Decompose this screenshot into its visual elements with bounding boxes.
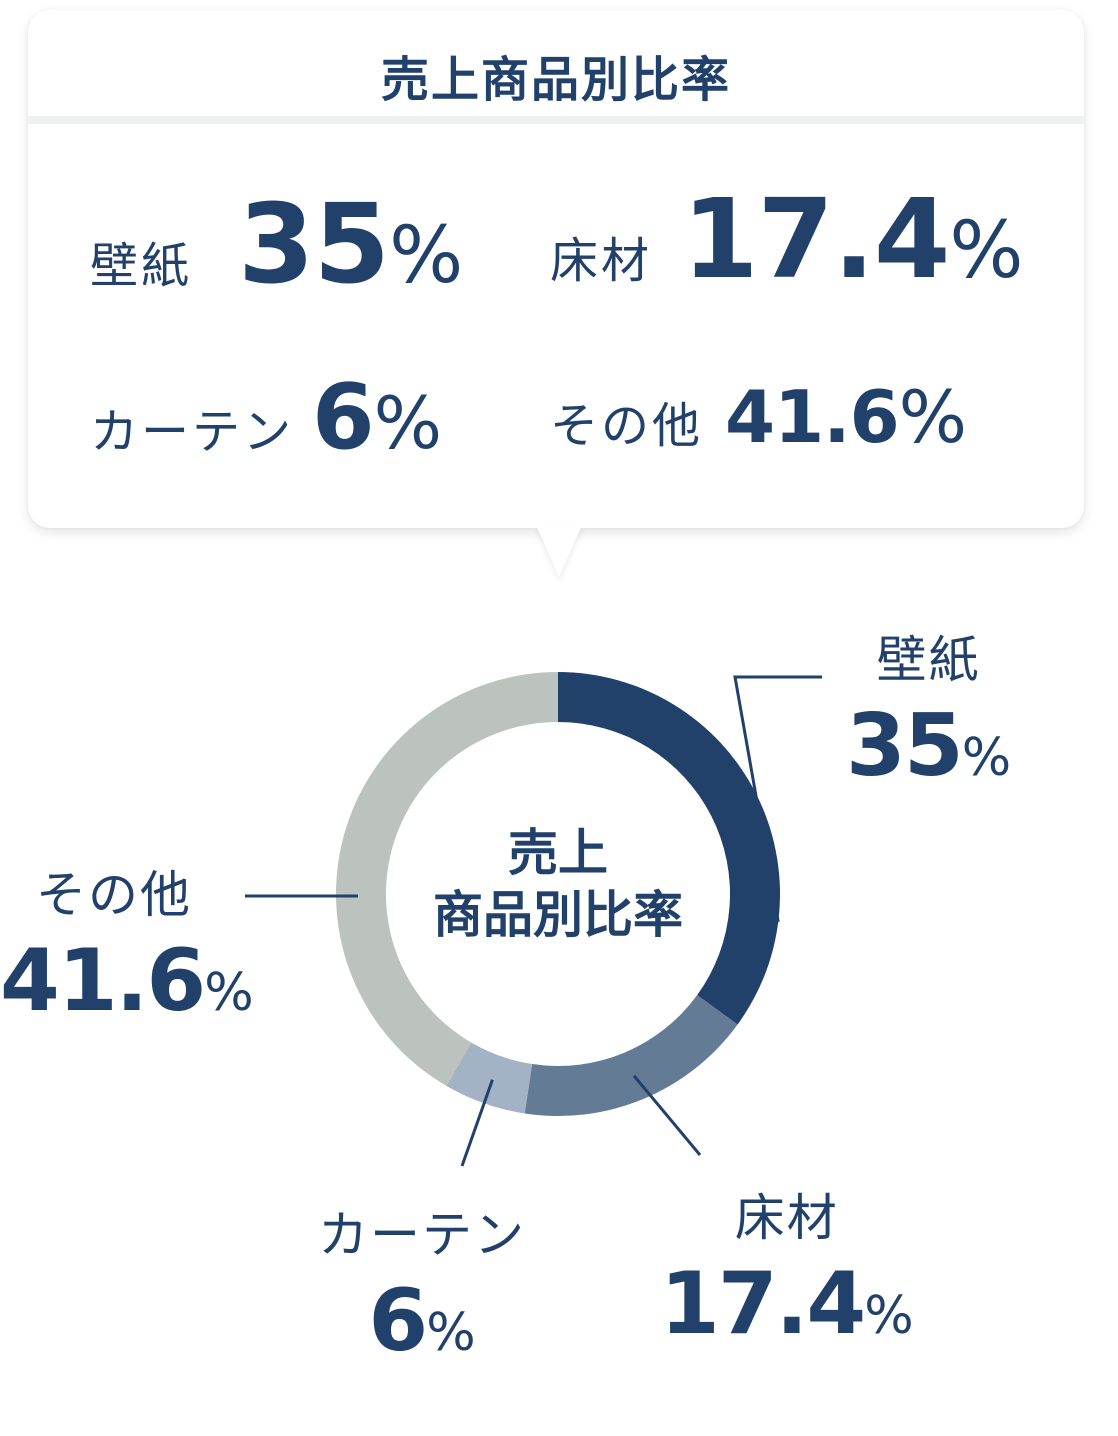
donut-slices [336,672,780,1116]
donut-slice-curtain [446,1042,533,1114]
summary-stat-curtain: カーテン 6% [90,365,442,470]
callout-label-wallpaper: 壁紙 [876,631,981,689]
summary-value-flooring: 17.4 [682,175,950,303]
callout-unit-other: % [204,963,254,1023]
summary-bubble: 売上商品別比率 壁紙 35% 床材 17.4% カーテン 6% その他 41.6% [28,10,1084,528]
summary-label-curtain: カーテン [90,404,295,460]
callout-unit-curtain: % [426,1303,476,1363]
donut-slice-other [336,672,558,1086]
leader-line-curtain [460,1079,494,1167]
summary-stat-other: その他 41.6% [550,375,967,459]
callout-unit-wallpaper: % [961,728,1012,788]
callout-value-wallpaper: 35 [846,696,964,796]
callout-wallpaper: 壁紙 35% [846,620,1011,796]
donut-slice-flooring [524,995,738,1116]
summary-bubble-pointer [536,525,582,577]
summary-label-other: その他 [550,398,704,454]
callout-flooring: 床材 17.4% [660,1178,914,1354]
summary-stat-flooring: 床材 17.4% [550,175,1024,303]
callout-label-other: その他 [36,866,192,924]
summary-label-wallpaper: 壁紙 [90,238,193,294]
callout-curtain: カーテン 6% [318,1195,526,1371]
summary-value-curtain: 6 [312,365,375,470]
summary-label-flooring: 床材 [550,233,653,289]
leader-line-wallpaper [733,675,822,923]
callout-value-other: 41.6 [0,931,206,1031]
leader-lines [245,675,822,1167]
callout-other: その他 41.6% [0,855,254,1031]
donut-slice-wallpaper [558,672,780,1025]
summary-stat-wallpaper: 壁紙 35% [90,180,463,308]
callout-label-curtain: カーテン [318,1206,526,1264]
summary-title: 売上商品別比率 [380,52,731,108]
callout-value-curtain: 6 [368,1271,428,1371]
leader-line-flooring [632,1074,702,1156]
summary-value-wallpaper: 35 [238,180,390,308]
donut-center-line2: 商品別比率 [433,886,683,944]
summary-unit-other: % [898,375,968,459]
summary-unit-flooring: % [949,206,1024,296]
callout-value-flooring: 17.4 [660,1254,866,1354]
summary-value-other: 41.6 [725,375,900,459]
summary-unit-curtain: % [373,381,443,465]
callout-unit-flooring: % [864,1286,914,1346]
donut-center-line1: 売上 [508,824,608,882]
summary-unit-wallpaper: % [389,211,464,301]
donut-center-label: 売上 商品別比率 [408,822,708,946]
summary-divider [28,116,1084,124]
callout-label-flooring: 床材 [734,1189,839,1247]
